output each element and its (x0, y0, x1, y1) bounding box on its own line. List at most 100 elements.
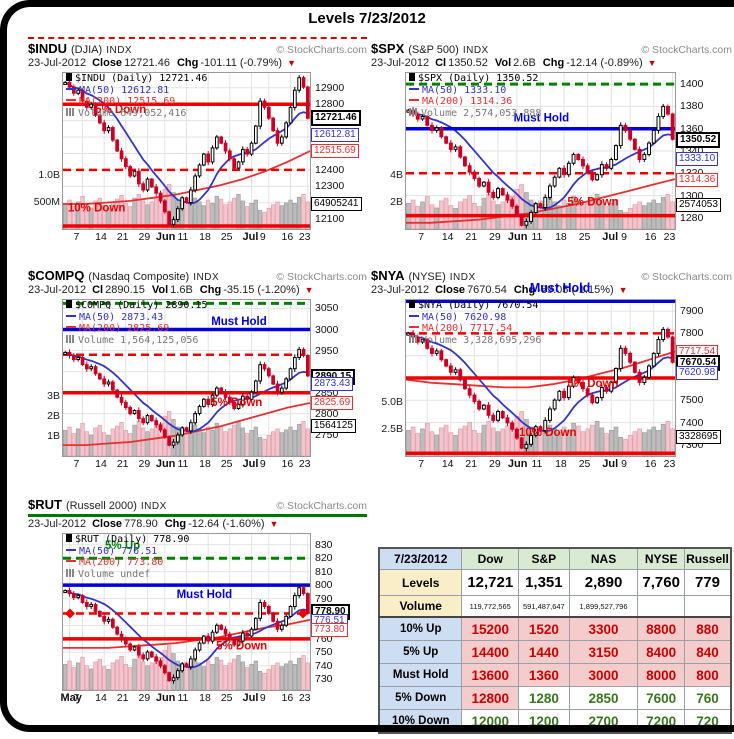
x-axis-label: Jul (602, 458, 619, 470)
row-label: 10% Down (378, 709, 463, 734)
column-header: S&P (518, 547, 570, 570)
y-axis-tick: 7500 (680, 394, 704, 407)
table-cell: 12,721 (461, 569, 520, 596)
x-axis-label: Jun (155, 231, 176, 243)
svg-text:10% Down: 10% Down (68, 203, 126, 215)
dropdown-arrow-icon[interactable]: ▼ (287, 58, 296, 68)
table-cell: 760 (683, 686, 732, 710)
index-type: INDX (140, 501, 167, 512)
dropdown-arrow-icon[interactable]: ▼ (304, 285, 314, 295)
table-cell: 720 (683, 709, 732, 734)
close-label: Close (92, 57, 123, 69)
table-cell: 1440 (518, 640, 570, 664)
chg-value: -101.11 (-0.79%) (200, 57, 283, 69)
table-cell: 7,760 (637, 569, 685, 596)
chart-subheader: 23-Jul-2012 Close 12721.46 Chg -101.11 (… (28, 57, 367, 72)
legend-title: $NYA (Daily) 7670.54 (418, 300, 539, 311)
column-header: Dow (461, 547, 520, 570)
chart-legend: $NYA (Daily) 7670.54 MA(50) 7620.98 MA(2… (409, 300, 541, 346)
chart-header: $COMPQ (Nasdaq Composite) INDX © StockCh… (28, 268, 367, 284)
price-label-box: 773.80 (311, 623, 348, 638)
legend-volume: Volume 2,574,053,888 (421, 107, 542, 119)
index-name: (NYSE) (408, 271, 446, 283)
index-type: INDX (462, 45, 489, 56)
x-axis-label: 21 (116, 692, 129, 704)
y-axis-tick: 12800 (315, 98, 345, 111)
table-row: 10% Up 15200 1520 3300 8800 880 (378, 616, 732, 641)
chg-label: Chg (199, 284, 222, 296)
x-axis-label: 29 (138, 692, 151, 704)
ticker-symbol: $SPX (371, 41, 405, 56)
ma200-line-icon (66, 560, 76, 562)
chart-plot-area: Must Hold 5% Down $COMPQ (Daily) 2890.15 … (62, 299, 311, 457)
x-axis-label: 21 (465, 231, 478, 243)
legend-ma50: MA(50) 12612.81 (79, 84, 170, 96)
ma50-line-icon (409, 87, 419, 90)
volume-axis-tick: 5.0B (381, 396, 403, 408)
table-cell: 8800 (637, 616, 685, 641)
red-dashed-annotation-line (28, 37, 367, 39)
y-axis-tick: 3050 (315, 302, 339, 315)
svg-text:5% Down: 5% Down (95, 104, 146, 116)
row-label: Must Hold (378, 663, 463, 687)
volume-axis (28, 533, 62, 691)
dropdown-arrow-icon[interactable]: ▼ (269, 519, 279, 529)
x-axis-label: 14 (95, 231, 107, 243)
y-axis-tick: 2800 (315, 407, 339, 420)
y-axis-tick: 3000 (315, 323, 339, 336)
dropdown-arrow-icon[interactable]: ▼ (647, 58, 657, 68)
x-axis-label: 9 (621, 458, 627, 470)
y-axis-tick: 820 (315, 552, 333, 565)
ma50-line-icon (409, 314, 419, 317)
column-header: NAS (568, 547, 639, 570)
price-axis: 12900 12800 12721.46 12612.81 12515.69 12400 1… (311, 73, 367, 230)
table-row: Must Hold 13600 1360 3000 8000 800 (378, 663, 732, 687)
x-axis-label: 14 (441, 231, 454, 243)
stockcharts-credit: © StockCharts.com (641, 271, 732, 283)
x-axis-label: 7 (73, 231, 80, 243)
dropdown-arrow-icon[interactable]: ▼ (618, 285, 628, 295)
price-label-box: 1350.52 (676, 132, 721, 149)
column-header: Russell (683, 547, 732, 570)
green-annotation-line (28, 514, 367, 517)
x-axis-label: 29 (489, 458, 501, 470)
x-axis-label: 7 (73, 692, 80, 704)
close-label: Cl (92, 284, 104, 296)
chg-value: -12.64 (-1.60%) (188, 518, 265, 530)
table-row: 5% Down 12800 1280 2850 7600 760 (378, 686, 732, 710)
index-name: (Nasdaq Composite) (88, 271, 190, 283)
y-axis-tick: 12300 (315, 180, 345, 193)
volume-bars-icon (66, 334, 75, 343)
y-axis-tick: 12400 (315, 163, 345, 176)
x-axis-label: Jun (507, 458, 528, 470)
legend-ma200: MA(200) 7717.54 (422, 323, 513, 334)
chart-legend: $RUT (Daily) 778.90 MA(50) 776.51 MA(200… (66, 534, 189, 580)
chart-plot-area: 5% Down 10% Down $NYA (Daily) 7670.54 MA(… (405, 299, 676, 457)
chart-date: 23-Jul-2012 (28, 57, 87, 69)
x-axis-label: 18 (555, 458, 567, 470)
vol-label: Vol (494, 57, 512, 69)
legend-ma50: MA(50) 2873.43 (79, 311, 164, 323)
vol-label: Vol (151, 284, 169, 296)
svg-text:Must Hold: Must Hold (177, 589, 233, 601)
x-axis-label: 18 (555, 231, 567, 243)
ma200-line-icon (66, 99, 76, 101)
ma200-line-icon (66, 326, 76, 328)
table-row: Levels 12,721 1,351 2,890 7,760 779 (378, 569, 732, 596)
chg-label: Chg (513, 284, 536, 296)
chart-header: $RUT (Russell 2000) INDX © StockCharts.c… (28, 497, 367, 513)
x-axis-label: 23 (298, 692, 311, 704)
y-axis-tick: 12100 (315, 213, 345, 226)
svg-text:5% Down: 5% Down (216, 641, 267, 653)
x-axis-label: 7 (418, 231, 425, 243)
volume-axis-tick: 2B (47, 410, 60, 422)
candlestick-chart: Must Hold 5% Down (406, 73, 675, 229)
x-axis-label: 25 (220, 231, 233, 243)
chart-subheader: 23-Jul-2012 Cl 1350.52 Vol 2.6B Chg -12.… (371, 57, 732, 72)
table-row: Volume 119,772,565 591,487,647 1,899,527,79… (378, 595, 732, 618)
volume-axis-tick: 1.0B (38, 169, 60, 181)
x-axis-label: 18 (199, 458, 211, 470)
table-cell: 12800 (461, 686, 520, 710)
x-axis-label: 9 (259, 692, 266, 704)
price-label-box: 1333.10 (676, 151, 719, 166)
